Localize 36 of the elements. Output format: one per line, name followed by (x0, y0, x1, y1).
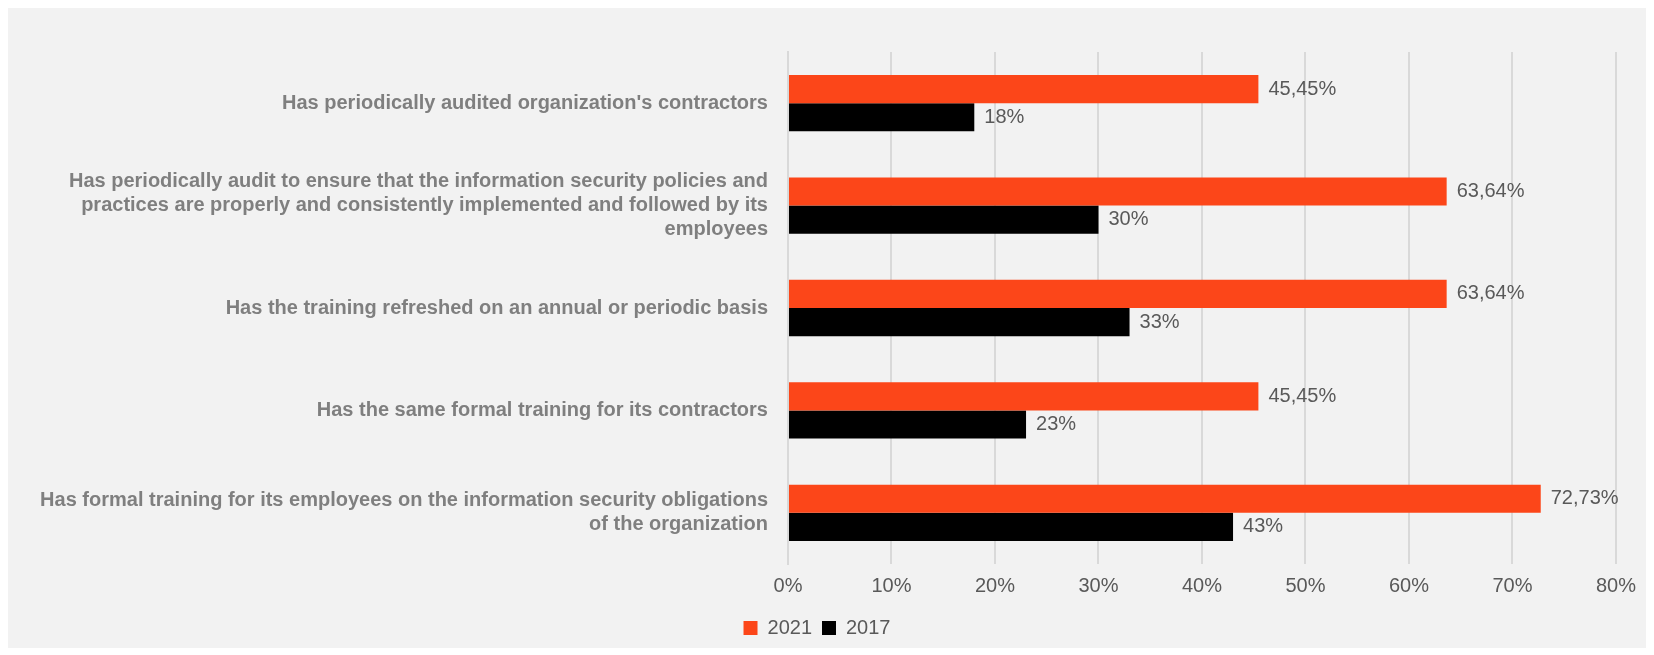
bar (789, 484, 1541, 513)
data-label: 72,73% (1550, 486, 1619, 509)
bar (789, 410, 1027, 439)
data-label: 23% (1036, 412, 1077, 434)
x-tick-label: 0% (773, 573, 803, 596)
data-label: 30% (1108, 207, 1149, 230)
y-tick-label: Has periodically audited organization's contractors (282, 90, 768, 113)
data-label: 33% (1139, 309, 1180, 332)
bar (789, 382, 1259, 411)
y-tick-label: Has the training refreshed on an annual or periodic basis (225, 295, 768, 318)
x-tick-label: 10% (871, 573, 912, 596)
y-tick-label: Has formal training for its employees on the information security obligations of the organization (40, 488, 768, 535)
y-tick-label: Has the same formal training for its contractors (316, 397, 768, 420)
bar (789, 205, 1099, 234)
y-tick-label: Has periodically audit to ensure that the information security policies and practices are properly and consistently implemented and followed by its employees (68, 169, 768, 240)
bar (789, 75, 1259, 104)
legend-label: 2021 (767, 615, 813, 638)
x-tick-label: 70% (1492, 573, 1533, 596)
x-tick-label: 30% (1078, 573, 1119, 596)
data-label: 43% (1243, 514, 1284, 537)
x-tick-label: 80% (1595, 573, 1637, 596)
x-tick-label: 50% (1285, 573, 1326, 596)
legend-label: 2017 (846, 615, 891, 638)
bar (789, 308, 1130, 337)
data-label: 63,64% (1456, 179, 1525, 202)
x-tick-label: 40% (1181, 573, 1223, 596)
data-label: 63,64% (1456, 281, 1525, 304)
bar (789, 279, 1447, 308)
data-label: 45,45% (1268, 383, 1337, 406)
data-label: 45,45% (1268, 76, 1337, 99)
bar (789, 177, 1447, 206)
x-tick-label: 20% (974, 573, 1016, 596)
data-label: 18% (984, 104, 1025, 127)
x-tick-label: 60% (1388, 573, 1430, 596)
bar (789, 103, 975, 132)
bar (789, 512, 1234, 541)
